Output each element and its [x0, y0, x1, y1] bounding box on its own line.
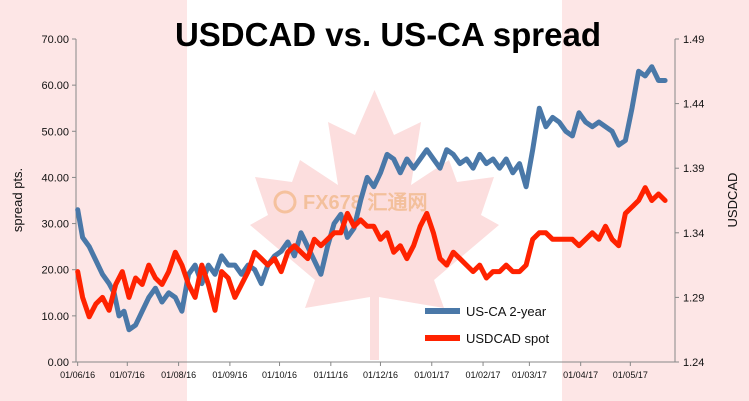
x-tick-label: 01/11/16: [314, 370, 348, 380]
watermark-text: FX678 汇通网: [303, 191, 427, 214]
x-axis-ticks: 01/06/16 01/07/16 01/08/16 01/09/16 01/10/16…: [60, 362, 648, 380]
x-tick-label: 01/12/16: [363, 370, 398, 380]
left-tick-label: 40.00: [41, 172, 69, 184]
x-tick-label: 01/01/17: [414, 370, 449, 380]
x-tick-label: 01/05/17: [613, 370, 648, 380]
right-axis-label: USDCAD: [725, 173, 740, 228]
legend-label-us-ca-2-year: US-CA 2-year: [466, 304, 547, 319]
left-axis-label: spread pts.: [10, 168, 25, 232]
left-tick-label: 50.00: [41, 126, 69, 138]
x-tick-label: 01/09/16: [212, 370, 247, 380]
right-tick-label: 1.44: [683, 99, 704, 111]
right-tick-label: 1.49: [683, 34, 704, 46]
x-tick-label: 01/04/17: [563, 370, 598, 380]
left-tick-label: 60.00: [41, 80, 69, 92]
series-line-us-ca-2-year: [75, 64, 668, 333]
right-tick-label: 1.39: [683, 163, 704, 175]
chart-title: USDCAD vs. US-CA spread: [175, 16, 601, 53]
x-tick-label: 01/02/17: [466, 370, 501, 380]
left-tick-label: 70.00: [41, 34, 69, 46]
watermark: FX678 汇通网: [273, 190, 427, 214]
right-tick-label: 1.24: [683, 357, 704, 369]
left-tick-label: 30.00: [41, 219, 69, 231]
series-lines: [75, 64, 668, 333]
left-axis-ticks: 0.00 10.00 20.00 30.00 40.00 50.00 60.00 70.00: [41, 34, 76, 369]
legend: US-CA 2-year USDCAD spot: [425, 304, 549, 346]
series-line-usdcad-spot: [75, 185, 668, 320]
right-axis-ticks: 1.24 1.29 1.34 1.39 1.44 1.49: [675, 34, 704, 369]
watermark-logo-icon: [273, 190, 297, 214]
x-tick-label: 01/07/16: [110, 370, 145, 380]
x-tick-label: 01/03/17: [512, 370, 547, 380]
right-tick-label: 1.29: [683, 292, 704, 304]
x-tick-label: 01/08/16: [161, 370, 196, 380]
x-tick-label: 01/06/16: [60, 370, 95, 380]
left-tick-label: 0.00: [48, 357, 69, 369]
x-tick-label: 01/10/16: [262, 370, 297, 380]
legend-label-usdcad-spot: USDCAD spot: [466, 331, 549, 346]
right-tick-label: 1.34: [683, 228, 704, 240]
left-tick-label: 20.00: [41, 265, 69, 277]
left-tick-label: 10.00: [41, 311, 69, 323]
